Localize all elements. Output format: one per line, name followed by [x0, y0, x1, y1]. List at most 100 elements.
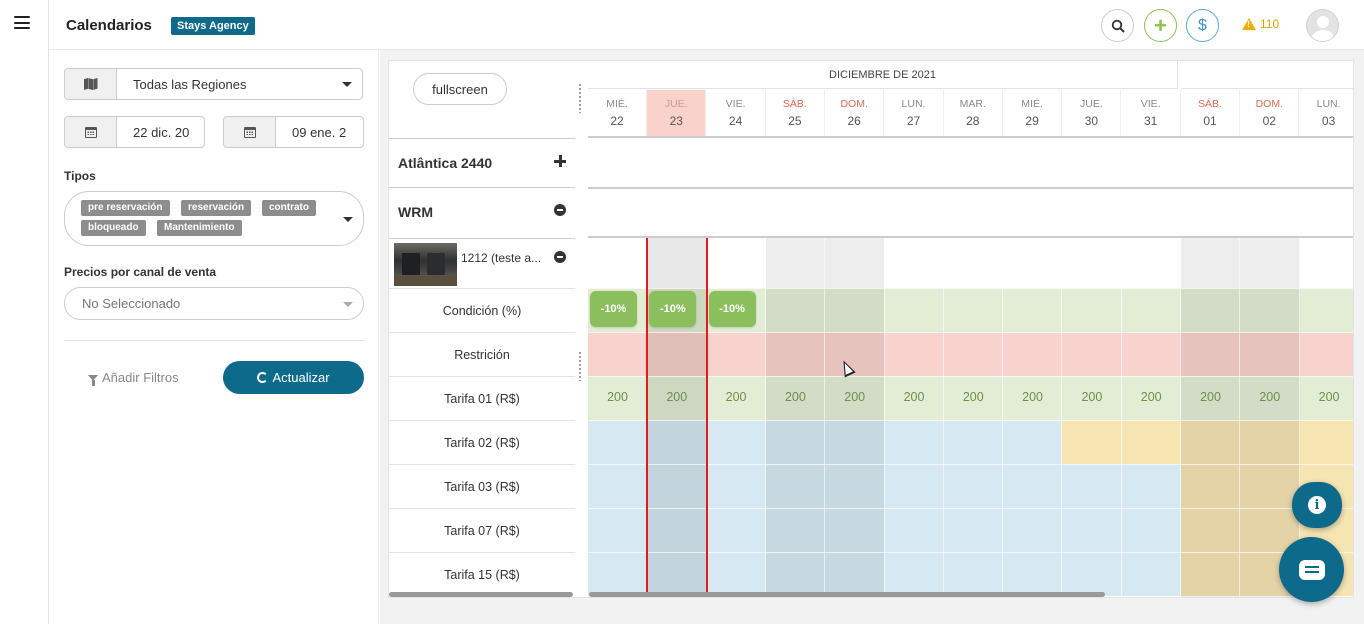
property-row-wrm[interactable]: WRM	[389, 187, 575, 235]
filter-panel: Todas las Regiones 22 dic. 20 09 ene. 2 …	[49, 50, 379, 624]
update-button[interactable]: Actualizar	[223, 361, 364, 394]
grid-line	[1239, 238, 1241, 597]
rate-cell[interactable]: 200	[784, 390, 806, 404]
rate-cell[interactable]: 200	[1081, 390, 1103, 404]
alerts-button[interactable]: 110	[1242, 17, 1279, 31]
fullscreen-button[interactable]: fullscreen	[413, 73, 507, 105]
discount-badge[interactable]: -10%	[708, 291, 756, 327]
drag-handle[interactable]	[578, 351, 582, 381]
day-number: 31	[1144, 114, 1158, 128]
divider	[64, 340, 364, 341]
rate-cell[interactable]: 200	[1318, 390, 1340, 404]
menu-icon[interactable]	[14, 16, 30, 29]
day-header[interactable]: LUN. 27	[885, 90, 944, 136]
day-header[interactable]: MIÉ. 29	[1003, 90, 1063, 136]
rate-cell[interactable]: 200	[1259, 390, 1281, 404]
warning-icon	[1242, 18, 1256, 30]
grid-line	[942, 238, 944, 597]
add-button[interactable]: +	[1144, 9, 1177, 42]
weekend-column	[825, 238, 885, 597]
scrollbar-horizontal[interactable]	[589, 592, 1105, 597]
alert-count: 110	[1260, 17, 1280, 31]
tag-bloqueado[interactable]: bloqueado	[81, 220, 146, 236]
add-filters-button[interactable]: Añadir Filtros	[88, 370, 179, 386]
grid-line	[588, 288, 1353, 289]
property-name: WRM	[398, 203, 433, 220]
day-header[interactable]: DOM. 26	[825, 90, 885, 136]
drag-handle[interactable]	[578, 83, 582, 113]
day-header[interactable]: SÁB. 25	[766, 90, 825, 136]
left-rail	[0, 0, 49, 624]
day-header[interactable]: MAR. 28	[944, 90, 1003, 136]
rate-cell[interactable]: 200	[844, 390, 866, 404]
rate-cell[interactable]: 200	[962, 390, 984, 404]
grid-line	[883, 238, 885, 597]
rate-cell[interactable]: 200	[607, 390, 628, 404]
row-label-tarifa-02: Tarifa 02 (R$)	[389, 420, 575, 464]
rate-cell[interactable]: 200	[725, 390, 747, 404]
date-to-field[interactable]: 09 ene. 2	[223, 116, 364, 148]
day-header[interactable]: LUN. 03	[1300, 90, 1353, 136]
grid-line	[588, 376, 1353, 377]
tag-mantenimiento[interactable]: Mantenimiento	[157, 220, 242, 236]
day-of-week: MIÉ.	[606, 98, 628, 110]
date-from-field[interactable]: 22 dic. 20	[64, 116, 205, 148]
page-title: Calendarios	[66, 17, 152, 34]
tag-reservacion[interactable]: reservación	[181, 200, 252, 216]
chat-button[interactable]	[1279, 537, 1344, 602]
rate-cell[interactable]: 200	[1200, 390, 1221, 404]
day-header[interactable]: MIÉ. 22	[588, 90, 647, 136]
grid-line	[588, 420, 1353, 421]
rate-cell[interactable]: 200	[1140, 390, 1162, 404]
day-header[interactable]: JUE. 23	[647, 90, 707, 136]
day-header[interactable]: VIE. 31	[1122, 90, 1181, 136]
region-select[interactable]: Todas las Regiones	[64, 68, 363, 100]
scrollbar-horizontal[interactable]	[389, 592, 573, 597]
today-marker-start	[646, 238, 649, 597]
day-header[interactable]: VIE. 24	[707, 90, 766, 136]
day-number: 28	[966, 114, 980, 128]
search-button[interactable]	[1101, 9, 1134, 42]
expand-icon[interactable]	[554, 155, 566, 167]
pricing-button[interactable]: $	[1186, 9, 1219, 42]
collapse-icon[interactable]	[554, 251, 566, 263]
grid-line	[1002, 238, 1004, 597]
property-name: Atlântica 2440	[398, 154, 493, 171]
calendar-panel: fullscreen Atlântica 2440 WRM 1212 (test…	[388, 60, 1354, 598]
collapse-icon[interactable]	[554, 204, 566, 216]
weekend-column	[765, 238, 826, 597]
property-row-atlantica[interactable]: Atlântica 2440	[389, 138, 575, 186]
tipos-label: Tipos	[64, 169, 96, 183]
day-header[interactable]: SÁB. 01	[1181, 90, 1240, 136]
day-number: 01	[1203, 114, 1217, 128]
row-label-tarifa-15: Tarifa 15 (R$)	[389, 552, 575, 596]
row-separator	[588, 236, 1353, 238]
top-header: Calendarios Stays Agency + $ 110	[49, 0, 1364, 50]
rate-cell[interactable]: 200	[903, 390, 925, 404]
day-header[interactable]: DOM. 02	[1240, 90, 1300, 136]
day-number: 26	[847, 114, 861, 128]
avatar[interactable]	[1306, 9, 1339, 42]
channel-placeholder: No Seleccionado	[82, 296, 181, 311]
unit-row[interactable]: 1212 (teste a...	[389, 238, 575, 288]
day-number: 29	[1025, 114, 1039, 128]
channel-select[interactable]: No Seleccionado	[64, 287, 364, 320]
day-header[interactable]: JUE. 30	[1062, 90, 1122, 136]
day-of-week: JUE.	[1080, 98, 1103, 110]
dollar-icon: $	[1198, 16, 1207, 34]
row-band	[588, 376, 1353, 420]
rate-cell[interactable]: 200	[1022, 390, 1044, 404]
row-label-restricion: Restrición	[389, 332, 575, 376]
rate-cell[interactable]: 200	[666, 390, 688, 404]
filter-icon	[88, 374, 98, 386]
tipos-select[interactable]: pre reservación reservación contrato blo…	[64, 191, 364, 246]
discount-badge[interactable]: -10%	[649, 291, 697, 327]
info-button[interactable]: i	[1292, 482, 1342, 528]
chat-icon	[1298, 559, 1325, 580]
chevron-down-icon	[343, 217, 353, 222]
discount-badge[interactable]: -10%	[590, 291, 637, 327]
tag-pre-reservacion[interactable]: pre reservación	[81, 200, 170, 216]
tag-contrato[interactable]: contrato	[262, 200, 316, 216]
row-label-tarifa-07: Tarifa 07 (R$)	[389, 508, 575, 552]
refresh-icon	[257, 372, 269, 383]
